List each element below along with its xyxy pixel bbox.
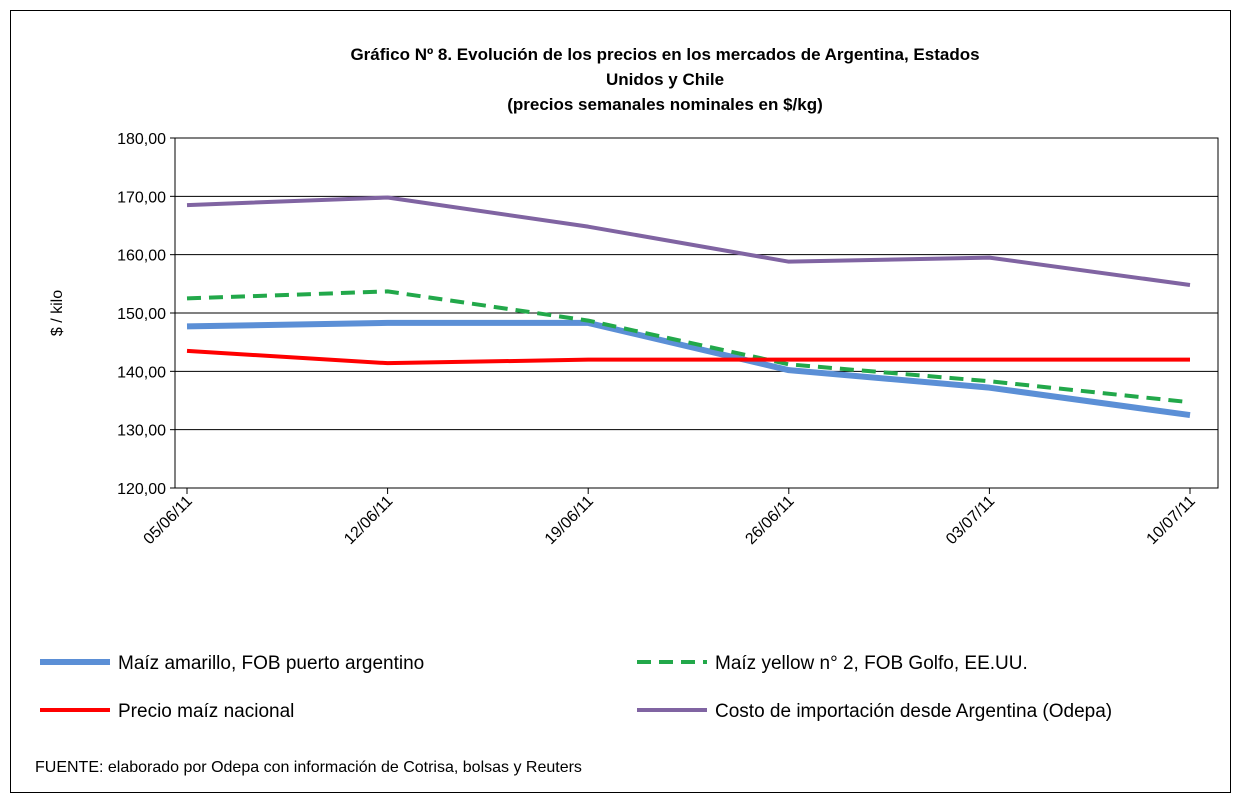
chart-title: Unidos y Chile: [606, 70, 724, 89]
legend-label: Precio maíz nacional: [118, 701, 294, 722]
chart-border: [10, 10, 1231, 793]
y-axis-label: $ / kilo: [49, 290, 66, 336]
y-tick-label: 130,00: [117, 423, 166, 440]
y-tick-label: 150,00: [117, 306, 166, 323]
y-tick-label: 140,00: [117, 364, 166, 381]
legend-label: Costo de importación desde Argentina (Od…: [715, 701, 1112, 722]
y-tick-label: 120,00: [117, 481, 166, 498]
plot-border: [174, 137, 1219, 489]
chart-title: Gráfico Nº 8. Evolución de los precios e…: [350, 45, 979, 64]
chart-title: (precios semanales nominales en $/kg): [507, 95, 823, 114]
series-line: [186, 289, 1191, 405]
legend-label: Maíz amarillo, FOB puerto argentino: [118, 653, 424, 674]
source-note: FUENTE: elaborado por Odepa con informac…: [35, 759, 582, 776]
series-line: [186, 348, 1190, 366]
legend-label: Maíz yellow n° 2, FOB Golfo, EE.UU.: [715, 653, 1028, 674]
series-line: [186, 319, 1191, 419]
y-tick-label: 180,00: [117, 131, 166, 148]
series-line: [186, 195, 1191, 287]
y-tick-label: 170,00: [117, 189, 166, 206]
y-tick-label: 160,00: [117, 248, 166, 265]
